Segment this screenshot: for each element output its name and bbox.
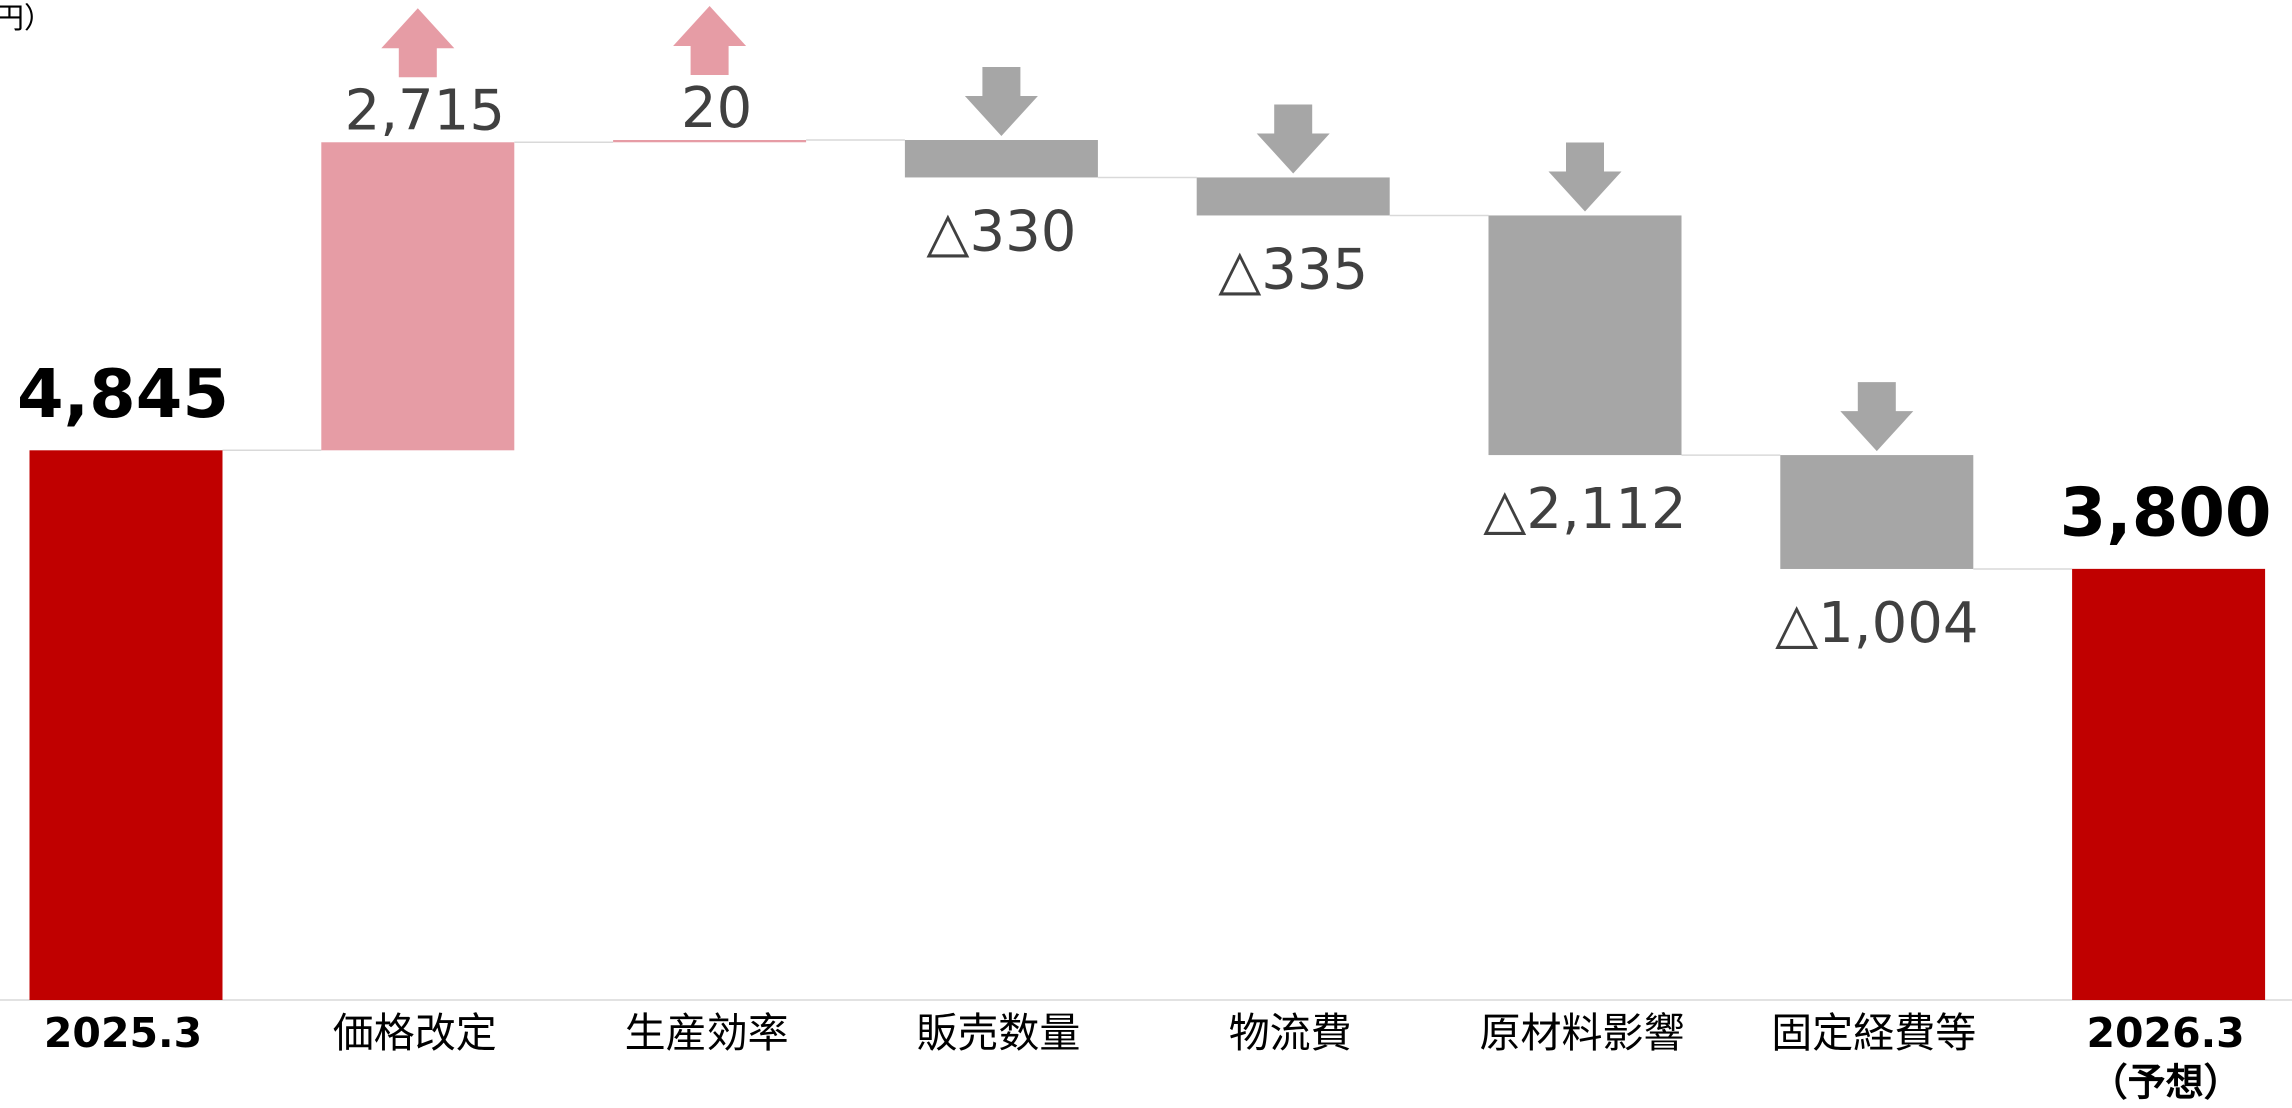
value-label: 20 [681, 76, 752, 141]
total-label: 3,800 [2060, 473, 2272, 551]
arrow [1256, 104, 1330, 174]
value-label: 2,715 [345, 78, 505, 143]
arrow [1840, 382, 1914, 452]
arrow [381, 8, 455, 78]
bar [29, 450, 223, 1000]
bar [1488, 215, 1682, 456]
total-label: 4,845 [17, 355, 229, 433]
value-label: △1,004 [1775, 591, 1978, 656]
bar [904, 140, 1098, 178]
x-tick-label: 生産効率 [625, 1009, 789, 1057]
x-tick-label: 物流費 [1229, 1009, 1352, 1057]
arrow [964, 67, 1038, 137]
unit-label: （百万円） [0, 1, 53, 35]
x-tick-label: 2026.3 [2086, 1009, 2244, 1057]
x-tick-label: 原材料影響 [1480, 1009, 1685, 1057]
bar [1780, 455, 1974, 569]
bar [2072, 568, 2266, 1000]
value-label: △335 [1218, 238, 1368, 303]
x-tick-label: 固定経費等 [1771, 1009, 1976, 1057]
bar [321, 142, 515, 451]
value-label: △2,112 [1483, 477, 1686, 542]
arrow [1548, 142, 1622, 212]
arrow [673, 6, 747, 76]
bar [1196, 177, 1390, 216]
x-tick-label: 価格改定 [333, 1009, 497, 1057]
x-tick-label: 販売数量 [916, 1009, 1080, 1057]
value-label: △330 [926, 200, 1076, 265]
bar [613, 140, 807, 143]
category-note: （予想） [2090, 1061, 2242, 1105]
x-tick-label: 2025.3 [44, 1009, 202, 1057]
